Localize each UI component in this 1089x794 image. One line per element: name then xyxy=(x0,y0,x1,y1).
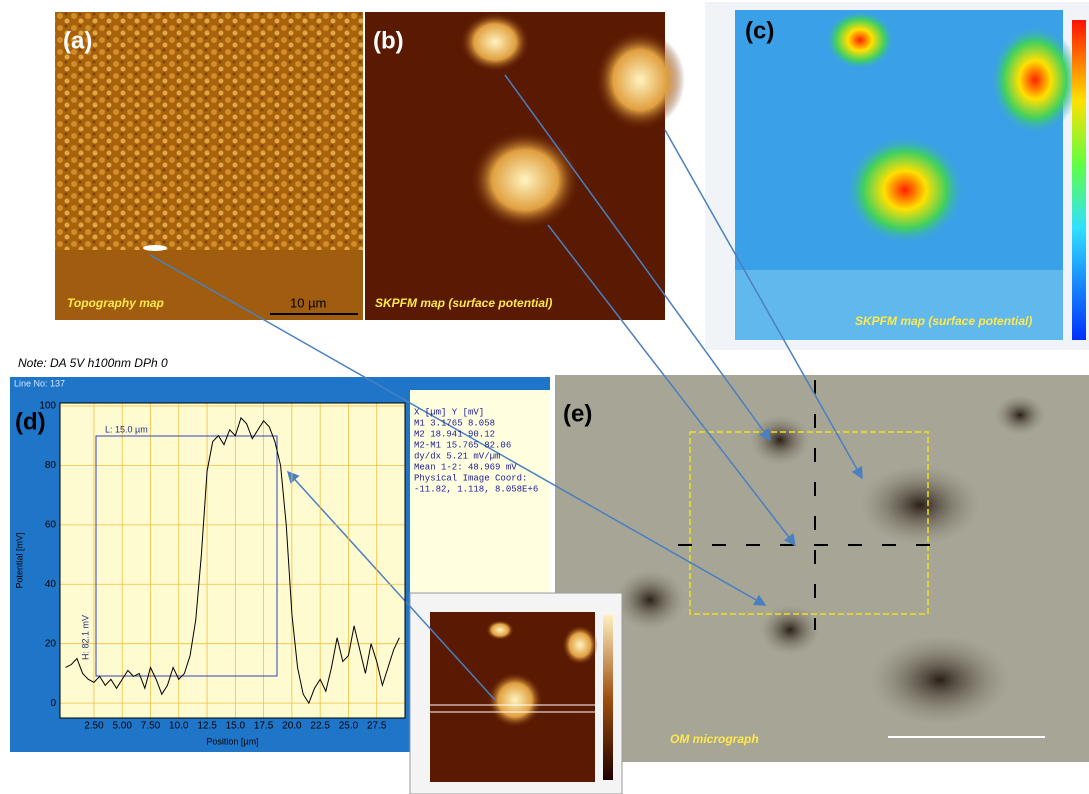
y-tick-label: 0 xyxy=(50,698,56,709)
panel-e: (e) OM micrograph xyxy=(555,375,1089,762)
caption: Topography map xyxy=(67,296,164,310)
x-tick-label: 10.0 xyxy=(169,721,189,732)
y-tick-label: 100 xyxy=(39,401,56,412)
x-tick-label: 7.50 xyxy=(141,721,161,732)
panel-label: (d) xyxy=(15,408,46,435)
x-tick-label: 5.00 xyxy=(112,721,132,732)
caption: SKPFM map (surface potential) xyxy=(375,296,552,310)
panel-label: (e) xyxy=(563,400,592,427)
figure: (a) Topography map 10 µm (b) SKPFM map (… xyxy=(0,0,1089,794)
line-number: Line No: 137 xyxy=(14,378,65,388)
x-axis-label: Position [µm] xyxy=(206,736,258,746)
panel-label: (a) xyxy=(63,27,92,54)
y-tick-label: 60 xyxy=(45,519,57,530)
note: Note: DA 5V h100nm DPh 0 xyxy=(18,356,168,370)
x-tick-label: 2.50 xyxy=(84,721,104,732)
x-tick-label: 15.0 xyxy=(226,721,246,732)
panel-a: (a) Topography map 10 µm xyxy=(55,12,363,320)
readout-line: dy/dx 5.21 mV/µm xyxy=(414,451,500,461)
x-tick-label: 27.5 xyxy=(367,721,387,732)
y-tick-label: 40 xyxy=(45,579,57,590)
readout-line: M2-M1 15.765 82.06 xyxy=(414,440,511,450)
annotation: H: 82.1 mV xyxy=(80,615,90,660)
readout-line: -11.82, 1.118, 8.058E+6 xyxy=(414,484,538,494)
inset xyxy=(410,593,622,794)
readout-line: Mean 1-2: 48.969 mV xyxy=(414,462,517,472)
figure-canvas: (a) Topography map 10 µm (b) SKPFM map (… xyxy=(0,0,1089,794)
readout-line: M1 3.1765 8.058 xyxy=(414,418,495,428)
caption: OM micrograph xyxy=(670,732,759,746)
y-tick-label: 80 xyxy=(45,460,57,471)
y-tick-label: 20 xyxy=(45,638,57,649)
panel-label: (b) xyxy=(373,27,404,54)
annotation: L: 15.0 µm xyxy=(105,424,148,434)
x-tick-label: 22.5 xyxy=(310,721,330,732)
x-tick-label: 25.0 xyxy=(339,721,359,732)
readout-line: X [µm] Y [mV] xyxy=(414,407,484,417)
readout-line: Physical Image Coord: xyxy=(414,473,527,483)
y-axis-label: Potential [mV] xyxy=(14,532,24,588)
scale-bar-label: 10 µm xyxy=(290,295,326,310)
x-tick-label: 20.0 xyxy=(282,721,302,732)
panel-label: (c) xyxy=(745,17,774,44)
x-tick-label: 17.5 xyxy=(254,721,274,732)
caption: SKPFM map (surface potential) xyxy=(855,314,1032,328)
panel-b: (b) SKPFM map (surface potential) xyxy=(365,12,685,320)
panel-c: (c) SKPFM map (surface potential) xyxy=(705,2,1089,350)
readout-line: M2 18.941 90.12 xyxy=(414,429,495,439)
x-tick-label: 12.5 xyxy=(197,721,217,732)
